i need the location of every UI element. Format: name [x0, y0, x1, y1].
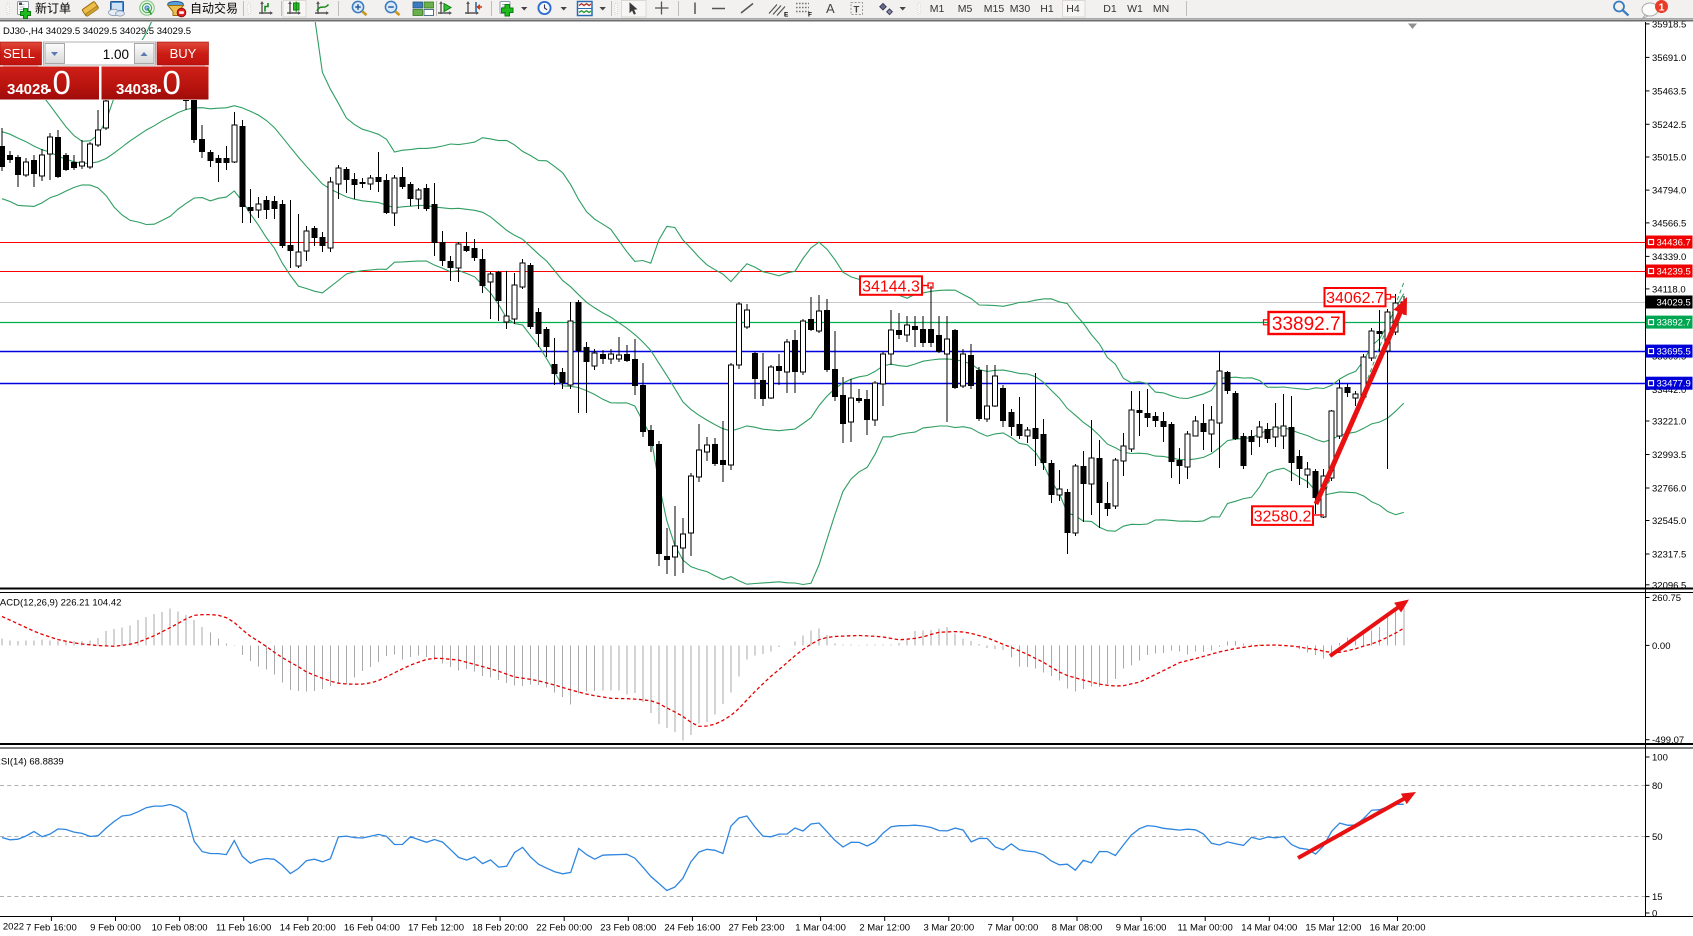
svg-text:E: E [784, 12, 789, 19]
svg-text:11 Mar 00:00: 11 Mar 00:00 [1178, 923, 1233, 934]
svg-text:自动交易: 自动交易 [190, 1, 238, 16]
svg-text:34029.5: 34029.5 [1657, 298, 1691, 309]
svg-text:3 Mar 20:00: 3 Mar 20:00 [923, 923, 974, 934]
svg-text:MN: MN [1153, 3, 1169, 15]
svg-text:260.75: 260.75 [1652, 593, 1681, 604]
svg-text:35015.0: 35015.0 [1652, 153, 1686, 164]
svg-text:34118.0: 34118.0 [1652, 284, 1686, 295]
svg-text:T: T [854, 5, 860, 16]
svg-text:11 Feb 16:00: 11 Feb 16:00 [216, 923, 271, 934]
svg-text:MACD(12,26,9) 226.21 104.42: MACD(12,26,9) 226.21 104.42 [0, 598, 121, 609]
svg-text:8 Mar 08:00: 8 Mar 08:00 [1052, 923, 1103, 934]
svg-text:35463.5: 35463.5 [1652, 86, 1686, 97]
svg-text:34339.0: 34339.0 [1652, 252, 1686, 263]
svg-text:-499.07: -499.07 [1652, 735, 1684, 746]
svg-text:33695.5: 33695.5 [1657, 347, 1691, 358]
svg-text:F: F [808, 12, 812, 19]
svg-text:16 Feb 04:00: 16 Feb 04:00 [344, 923, 400, 934]
svg-text:32317.5: 32317.5 [1652, 550, 1686, 561]
svg-text:H4: H4 [1066, 3, 1080, 15]
svg-text:32766.0: 32766.0 [1652, 484, 1686, 495]
svg-text:22 Feb 00:00: 22 Feb 00:00 [536, 923, 592, 934]
svg-text:34144.3: 34144.3 [862, 278, 920, 295]
svg-text:BUY: BUY [170, 46, 197, 61]
svg-text:14 Mar 04:00: 14 Mar 04:00 [1241, 923, 1297, 934]
svg-text:100: 100 [1652, 753, 1668, 764]
svg-text:32580.2: 32580.2 [1254, 508, 1312, 525]
svg-text:1: 1 [1659, 2, 1665, 14]
svg-text:M15: M15 [984, 3, 1005, 15]
svg-text:W1: W1 [1127, 3, 1143, 15]
svg-text:15: 15 [1652, 892, 1663, 903]
svg-text:27 Feb 23:00: 27 Feb 23:00 [729, 923, 785, 934]
svg-text:33477.9: 33477.9 [1657, 379, 1691, 390]
svg-text:0: 0 [53, 64, 71, 100]
svg-text:SELL: SELL [3, 46, 35, 61]
svg-text:35918.5: 35918.5 [1652, 19, 1686, 30]
svg-text:24 Feb 16:00: 24 Feb 16:00 [664, 923, 720, 934]
svg-text:17 Feb 12:00: 17 Feb 12:00 [408, 923, 464, 934]
svg-text:32993.5: 32993.5 [1652, 450, 1686, 461]
svg-text:D1: D1 [1103, 3, 1117, 15]
svg-text:M5: M5 [958, 3, 973, 15]
svg-text:DJ30-,H4 34029.5 34029.5 3402: DJ30-,H4 34029.5 34029.5 34029.5 34029.5 [3, 26, 191, 37]
svg-text:34038: 34038 [116, 81, 158, 98]
svg-text:34062.7: 34062.7 [1326, 290, 1384, 307]
svg-text:1 Mar 04:00: 1 Mar 04:00 [795, 923, 846, 934]
svg-text:18 Feb 20:00: 18 Feb 20:00 [472, 923, 528, 934]
svg-text:80: 80 [1652, 781, 1663, 792]
svg-text:34794.0: 34794.0 [1652, 186, 1686, 197]
svg-text:7 Feb 16:00: 7 Feb 16:00 [26, 923, 77, 934]
svg-text:1.00: 1.00 [103, 47, 129, 62]
svg-text:32545.0: 32545.0 [1652, 516, 1686, 527]
svg-text:34566.5: 34566.5 [1652, 218, 1686, 229]
svg-text:A: A [826, 1, 835, 16]
svg-text:14 Feb 20:00: 14 Feb 20:00 [280, 923, 336, 934]
svg-text:H1: H1 [1040, 3, 1054, 15]
svg-text:4 Feb 2022: 4 Feb 2022 [0, 922, 24, 933]
svg-text:7 Mar 00:00: 7 Mar 00:00 [988, 923, 1039, 934]
svg-text:9 Feb 00:00: 9 Feb 00:00 [90, 923, 141, 934]
svg-text:新订单: 新订单 [35, 1, 71, 16]
svg-text:15 Mar 12:00: 15 Mar 12:00 [1305, 923, 1361, 934]
svg-text:0.00: 0.00 [1652, 641, 1671, 652]
svg-text:.: . [47, 75, 53, 97]
svg-text:0: 0 [163, 64, 181, 100]
svg-text:RSI(14) 68.8839: RSI(14) 68.8839 [0, 757, 64, 768]
svg-text:33221.0: 33221.0 [1652, 417, 1686, 428]
svg-text:32096.5: 32096.5 [1652, 580, 1686, 591]
svg-text:10 Feb 08:00: 10 Feb 08:00 [152, 923, 208, 934]
svg-text:33442.0: 33442.0 [1652, 385, 1686, 396]
svg-text:33892.7: 33892.7 [1657, 318, 1691, 329]
svg-text:.: . [157, 75, 163, 97]
svg-text:34436.7: 34436.7 [1657, 238, 1691, 249]
svg-text:16 Mar 20:00: 16 Mar 20:00 [1370, 923, 1426, 934]
svg-text:2 Mar 12:00: 2 Mar 12:00 [859, 923, 910, 934]
svg-text:0: 0 [1652, 909, 1657, 920]
svg-text:33892.7: 33892.7 [1272, 314, 1341, 335]
svg-text:23 Feb 08:00: 23 Feb 08:00 [600, 923, 656, 934]
svg-text:35691.0: 35691.0 [1652, 53, 1686, 64]
svg-text:34028: 34028 [7, 81, 49, 98]
svg-text:9 Mar 16:00: 9 Mar 16:00 [1116, 923, 1167, 934]
svg-text:34239.5: 34239.5 [1657, 267, 1691, 278]
svg-text:M30: M30 [1010, 3, 1031, 15]
svg-text:M1: M1 [930, 3, 945, 15]
svg-text:50: 50 [1652, 832, 1663, 843]
svg-text:35242.5: 35242.5 [1652, 120, 1686, 131]
